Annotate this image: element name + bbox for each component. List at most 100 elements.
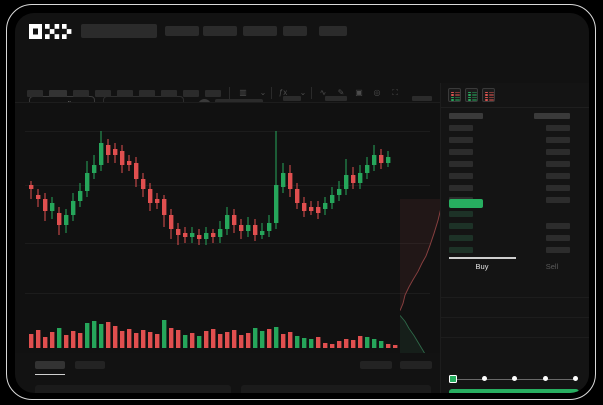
orderbook-ask-price-0[interactable] bbox=[449, 113, 483, 119]
mode-bar bbox=[472, 91, 477, 93]
timeframe-1m[interactable] bbox=[27, 90, 43, 97]
stat-low-label bbox=[412, 96, 432, 101]
mode-bar bbox=[489, 96, 494, 99]
mode-bar bbox=[485, 91, 488, 93]
orderbook-ask-amount-5 bbox=[546, 173, 570, 179]
tab-sell[interactable]: Sell bbox=[545, 262, 559, 271]
price-chart[interactable] bbox=[15, 103, 440, 353]
market-subheader: Spot Trading ⌄ ⌄ bbox=[15, 49, 589, 114]
active-tab-underline bbox=[449, 257, 516, 259]
bottom-content-right bbox=[241, 385, 431, 393]
slider-notch-4[interactable] bbox=[573, 376, 578, 381]
okx-logo[interactable] bbox=[29, 24, 73, 39]
orderbook-bid-price-0[interactable] bbox=[449, 211, 473, 217]
mode-bar bbox=[455, 99, 460, 101]
timeframe-1h[interactable] bbox=[117, 90, 133, 97]
slider-notch-2[interactable] bbox=[512, 376, 517, 381]
orders-panel bbox=[15, 353, 440, 393]
toolbar-divider bbox=[229, 87, 230, 99]
timeframe-1w[interactable] bbox=[183, 90, 199, 97]
bottom-tab-order-history[interactable] bbox=[75, 361, 105, 369]
orderbook-bid-price-2[interactable] bbox=[449, 235, 473, 241]
orderbook-trade-column: Buy Sell bbox=[440, 83, 589, 393]
orderbook-ask-price-3[interactable] bbox=[449, 149, 473, 155]
orderbook-ask-price-5[interactable] bbox=[449, 173, 473, 179]
orderbook-bid-price-1[interactable] bbox=[449, 223, 473, 229]
gridline-2 bbox=[25, 243, 430, 244]
orders-tab-underline bbox=[35, 374, 65, 376]
mode-bar bbox=[455, 96, 460, 99]
orderbook-ask-amount-7 bbox=[546, 197, 570, 203]
timeframe-15m[interactable] bbox=[73, 90, 89, 97]
mode-bar bbox=[485, 94, 488, 96]
screenshot-icon[interactable]: ▣ bbox=[355, 88, 363, 97]
orderbook-bid-price-3[interactable] bbox=[449, 247, 473, 253]
search-input[interactable] bbox=[81, 24, 157, 38]
orderbook-ask-price-2[interactable] bbox=[449, 137, 473, 143]
toolbar-divider bbox=[271, 87, 272, 99]
gridline-3 bbox=[25, 293, 430, 294]
bottom-action-1[interactable] bbox=[360, 361, 392, 369]
orderbook-ask-amount-4 bbox=[546, 161, 570, 167]
orderbook-ask-amount-3 bbox=[546, 149, 570, 155]
mode-bar bbox=[451, 94, 454, 96]
slider-notch-3[interactable] bbox=[542, 376, 548, 381]
form-divider-2 bbox=[441, 337, 589, 338]
chevron-down-icon-2[interactable]: ⌄ bbox=[299, 88, 307, 97]
chevron-down-icon[interactable]: ⌄ bbox=[259, 88, 267, 97]
orderbook-ask-amount-2 bbox=[546, 137, 570, 143]
draw-tool-icon[interactable]: ✎ bbox=[337, 88, 345, 97]
volume-histogram bbox=[29, 320, 398, 348]
nav-item-3[interactable] bbox=[243, 26, 277, 36]
orderbook-ask-price-6[interactable] bbox=[449, 185, 473, 191]
mode-bar bbox=[485, 99, 488, 101]
amount-slider[interactable] bbox=[449, 374, 579, 384]
mode-bar bbox=[472, 99, 477, 101]
trade-tabs: Buy Sell bbox=[441, 257, 589, 279]
mode-bar bbox=[455, 91, 460, 93]
form-divider-1 bbox=[441, 317, 589, 318]
orderbook-ask-amount-1 bbox=[546, 125, 570, 131]
settings-icon[interactable]: ◎ bbox=[373, 88, 381, 97]
line-tool-icon[interactable]: ∿ bbox=[319, 88, 327, 97]
timeframe-1d[interactable] bbox=[161, 90, 177, 97]
orderbook-mode-bids[interactable] bbox=[465, 88, 478, 102]
gridline-0 bbox=[25, 131, 430, 132]
indicators-icon[interactable]: ƒx bbox=[278, 88, 288, 97]
orderbook-mode-asks[interactable] bbox=[482, 88, 495, 102]
stat-high-label bbox=[325, 96, 347, 101]
timeframe-5m[interactable] bbox=[49, 90, 67, 97]
mode-bar bbox=[485, 96, 488, 99]
mode-bar bbox=[451, 99, 454, 101]
nav-item-1[interactable] bbox=[165, 26, 199, 36]
nav-item-2[interactable] bbox=[203, 26, 237, 36]
orderbook-bid-amount-3 bbox=[546, 247, 570, 253]
timeframe-30m[interactable] bbox=[95, 90, 111, 97]
timeframe-1mo[interactable] bbox=[205, 90, 221, 97]
orderbook-last-price[interactable] bbox=[449, 199, 483, 208]
gridline-1 bbox=[25, 185, 430, 186]
candle-type-icon[interactable]: ▥ bbox=[239, 88, 247, 97]
device-frame: Spot Trading ⌄ ⌄ ▥ ⌄ ƒx ⌄ ∿ ✎ ▣ ◎ ⛶ bbox=[6, 4, 596, 400]
orderbook-ask-price-1[interactable] bbox=[449, 125, 473, 131]
timeframe-4h[interactable] bbox=[139, 90, 155, 97]
slider-notch-1[interactable] bbox=[481, 376, 487, 381]
orderbook-mode-both[interactable] bbox=[448, 88, 461, 102]
nav-item-4[interactable] bbox=[283, 26, 307, 36]
mode-bar bbox=[468, 91, 471, 93]
orderbook-ask-price-4[interactable] bbox=[449, 161, 473, 167]
tab-buy[interactable]: Buy bbox=[475, 262, 489, 271]
mode-bar bbox=[472, 94, 477, 96]
bottom-tab-open-orders[interactable] bbox=[35, 361, 65, 369]
slider-handle[interactable] bbox=[449, 375, 457, 383]
nav-item-5[interactable] bbox=[319, 26, 347, 36]
fullscreen-icon[interactable]: ⛶ bbox=[392, 88, 398, 97]
depth-chart bbox=[400, 199, 440, 353]
orderbook-ask-amount-6 bbox=[546, 185, 570, 191]
submit-buy-button[interactable] bbox=[449, 389, 579, 393]
orderbook-bid-amount-2 bbox=[546, 235, 570, 241]
app-header bbox=[15, 13, 589, 49]
candlestick-series bbox=[29, 131, 391, 245]
app-screen: Spot Trading ⌄ ⌄ ▥ ⌄ ƒx ⌄ ∿ ✎ ▣ ◎ ⛶ bbox=[15, 13, 589, 393]
bottom-action-2[interactable] bbox=[400, 361, 432, 369]
